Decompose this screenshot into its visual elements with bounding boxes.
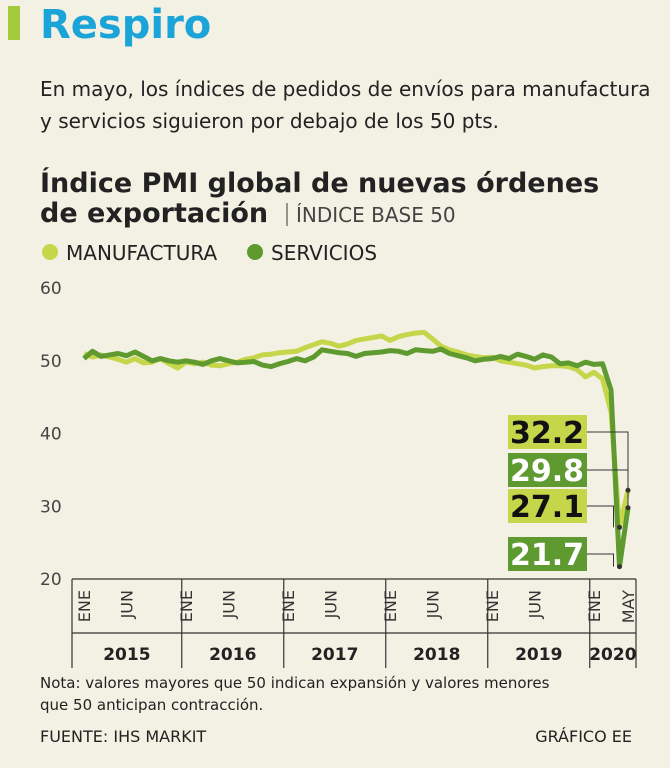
- series-line: [82, 346, 631, 570]
- value-label: 21.7: [510, 538, 584, 573]
- legend-label: SERVICIOS: [271, 241, 377, 265]
- credit: GRÁFICO EE: [535, 727, 632, 746]
- x-tick-label: JUN: [322, 590, 341, 619]
- y-tick-label: 30: [40, 497, 62, 517]
- label-box: [508, 489, 587, 523]
- x-tick-label: JUN: [220, 590, 239, 619]
- y-tick-label: 60: [40, 279, 62, 299]
- x-tick-label: ENE: [177, 590, 196, 622]
- y-tick-label: 50: [40, 352, 62, 372]
- header-title: Respiro: [40, 2, 211, 48]
- label-connector: [587, 505, 614, 528]
- value-label: 32.2: [510, 416, 584, 451]
- value-label: 29.8: [510, 454, 584, 489]
- x-tick-label: JUN: [424, 590, 443, 619]
- point-marker: [625, 505, 631, 511]
- year-label: 2017: [311, 645, 358, 665]
- legend-marker: [42, 244, 58, 260]
- y-tick-label: 20: [40, 570, 62, 590]
- legend-label: MANUFACTURA: [66, 241, 217, 265]
- value-label: 27.1: [510, 490, 584, 525]
- x-tick-label: ENE: [381, 590, 400, 622]
- year-label: 2018: [413, 645, 460, 665]
- x-tick-label: MAY: [619, 590, 638, 624]
- header-text: En mayo, los índices de pedidos de envío…: [40, 77, 651, 101]
- note: que 50 anticipan contracción.: [40, 696, 263, 714]
- x-tick-label: JUN: [118, 590, 137, 619]
- chart-title: de exportación: [40, 198, 268, 229]
- x-tick-label: ENE: [483, 590, 502, 622]
- x-tick-label: ENE: [585, 590, 604, 622]
- year-label: 2020: [589, 645, 636, 665]
- chart-unit: ÍNDICE BASE 50: [296, 203, 456, 227]
- series-line: [83, 329, 631, 530]
- note: Nota: valores mayores que 50 indican exp…: [40, 674, 550, 692]
- year-label: 2019: [515, 645, 562, 665]
- header-text: y servicios siguieron por debajo de los …: [40, 109, 499, 133]
- chart-title: Índice PMI global de nuevas órdenes: [40, 167, 599, 199]
- label-box: [508, 453, 587, 487]
- x-tick-label: JUN: [526, 590, 545, 619]
- label-connector: [587, 469, 629, 508]
- y-tick-label: 40: [40, 425, 62, 445]
- year-label: 2015: [103, 645, 150, 665]
- accent-bar: [8, 6, 20, 40]
- source: FUENTE: IHS MARKIT: [40, 727, 206, 746]
- label-box: [508, 537, 587, 571]
- label-connector: [587, 553, 614, 567]
- year-label: 2016: [209, 645, 256, 665]
- legend-marker: [247, 244, 263, 260]
- x-tick-label: ENE: [279, 590, 298, 622]
- x-tick-label: ENE: [75, 590, 94, 622]
- point-marker: [617, 524, 622, 530]
- point-marker: [617, 564, 622, 570]
- label-box: [508, 415, 587, 449]
